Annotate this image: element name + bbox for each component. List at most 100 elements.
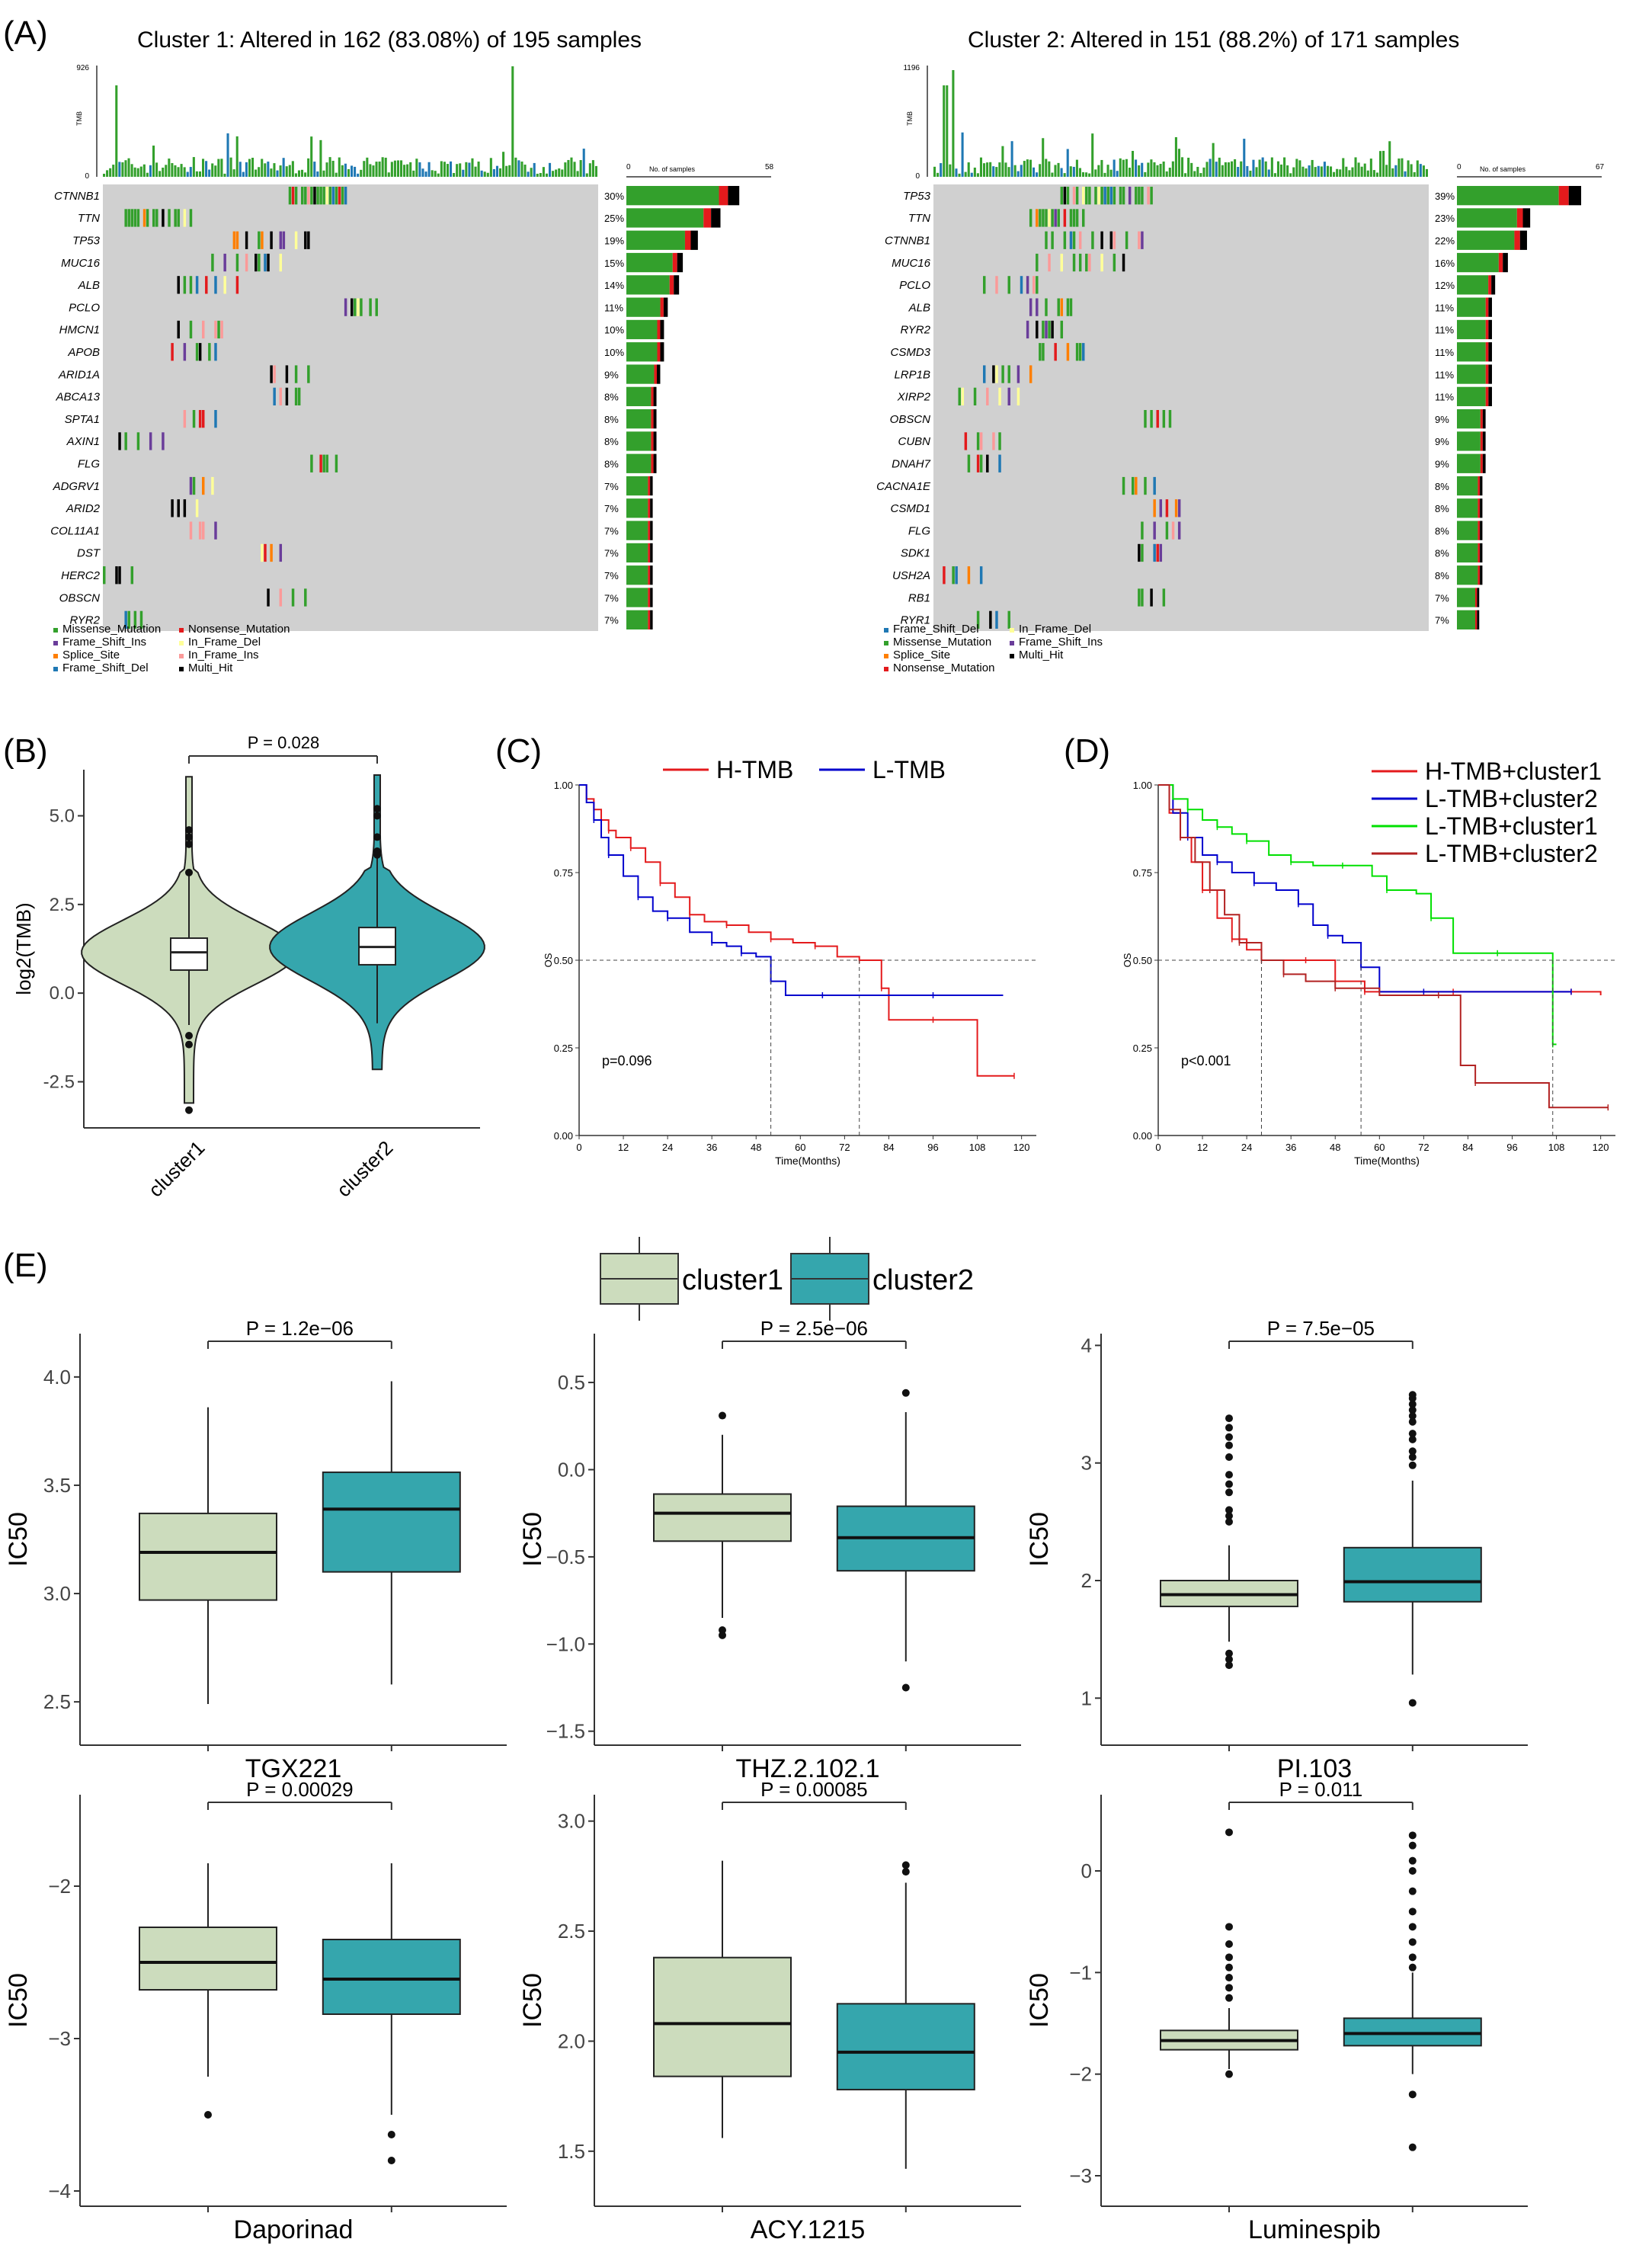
samples-bar-nonsense <box>648 543 651 563</box>
samples-bar-multihit <box>653 431 657 451</box>
tmb-bar <box>471 158 474 177</box>
tmb-bar <box>946 85 949 177</box>
gene-label: ABCA13 <box>55 391 100 404</box>
mutation-cell <box>124 610 127 629</box>
tmb-bar <box>1202 167 1205 177</box>
y-tick-label: 2.5 <box>50 895 75 915</box>
tmb-bar <box>1060 168 1063 177</box>
x-axis-label: TGX221 <box>245 1754 342 1783</box>
tmb-bar <box>1128 168 1131 177</box>
mutation-cell <box>995 610 998 629</box>
tmb-bar <box>1221 165 1224 177</box>
tmb-bar <box>1069 166 1072 177</box>
tmb-bar <box>943 85 946 177</box>
tmb-min-label: 0 <box>915 172 920 181</box>
tmb-bar <box>208 169 211 177</box>
outlier-point <box>1408 1430 1417 1438</box>
gene-pct: 7% <box>604 525 619 537</box>
mutation-cell <box>270 231 273 249</box>
mutation-cell <box>335 187 338 205</box>
mutation-cell <box>202 320 205 339</box>
tmb-bar <box>1305 168 1308 177</box>
tmb-bar <box>325 162 328 177</box>
tmb-bar <box>1404 171 1407 177</box>
tmb-bar <box>1320 166 1323 177</box>
outlier-point <box>1225 1940 1233 1948</box>
tmb-bar <box>1224 162 1227 177</box>
tmb-bar <box>258 167 261 177</box>
tmb-bar <box>158 171 162 177</box>
samples-bar-multihit <box>1480 498 1483 518</box>
tmb-bar <box>1264 161 1267 177</box>
mutation-cell <box>133 209 137 227</box>
tmb-bar <box>1165 171 1168 177</box>
tmb-bar <box>1138 165 1141 177</box>
outlier-point <box>1408 2143 1417 2151</box>
mutation-cell <box>174 209 177 227</box>
samples-bar-nonsense <box>1478 498 1481 518</box>
tmb-bar <box>384 157 387 177</box>
mutation-cell <box>208 343 211 361</box>
tmb-bar <box>964 171 967 177</box>
mutation-cell <box>331 187 335 205</box>
x-axis-label: Time(Months) <box>775 1155 840 1167</box>
mutation-cell <box>1063 187 1067 205</box>
mutation-cell <box>976 610 980 629</box>
tmb-bar <box>555 169 558 177</box>
tmb-bar <box>1162 161 1165 177</box>
gene-label: RYR2 <box>70 614 101 627</box>
legend-label: Missense_Mutation <box>893 636 991 649</box>
y-axis-label: IC50 <box>1025 1973 1054 2028</box>
tmb-bar <box>495 165 498 177</box>
tmb-bar <box>354 166 357 177</box>
tmb-bar <box>492 168 495 177</box>
tmb-bar <box>276 170 279 177</box>
legend-label: Splice_Site <box>62 649 120 661</box>
mutation-cell <box>189 476 193 495</box>
tmb-bar <box>1171 161 1174 177</box>
legend-swatch <box>53 654 58 658</box>
km-curve <box>579 784 1014 1077</box>
mutation-cell <box>1153 499 1156 517</box>
tmb-bar <box>112 165 115 177</box>
mutation-cell <box>1048 320 1051 339</box>
p-value: P = 0.011 <box>1279 1778 1363 1801</box>
gene-label: RYR1 <box>901 614 930 627</box>
tmb-bar <box>1168 168 1171 177</box>
tmb-bar <box>431 170 434 177</box>
tmb-bar <box>1375 172 1378 177</box>
mutation-cell <box>1091 231 1094 249</box>
tmb-bar <box>1351 167 1354 177</box>
tmb-bar <box>220 159 223 177</box>
outlier-point <box>1225 1923 1233 1931</box>
y-tick-label: 1.00 <box>554 780 573 791</box>
outlier-point <box>1408 1841 1417 1850</box>
mutation-cell <box>335 454 338 472</box>
tmb-bar <box>437 173 440 177</box>
mutation-cell <box>979 566 983 585</box>
mutation-cell <box>294 187 298 205</box>
tmb-bar <box>1051 172 1054 177</box>
mutation-cell <box>103 566 106 585</box>
outlier-point <box>204 2111 212 2119</box>
samples-bar-nonsense <box>1516 208 1523 228</box>
x-tick-label: 108 <box>1548 1142 1565 1153</box>
mutation-cell <box>995 276 998 294</box>
tmb-bar <box>940 163 943 177</box>
tmb-bar <box>1311 159 1314 177</box>
mutation-cell <box>1054 209 1057 227</box>
tmb-bar <box>588 163 591 177</box>
tmb-bar <box>933 166 936 177</box>
tmb-bar <box>165 165 168 177</box>
gene-pct: 8% <box>604 436 619 447</box>
y-axis-label: IC50 <box>518 1973 547 2028</box>
legend-swatch <box>179 667 184 671</box>
outlier-point <box>1225 1517 1233 1526</box>
tmb-bar <box>1317 165 1320 177</box>
outlier-point <box>901 1861 910 1869</box>
tmb-bar <box>335 172 338 177</box>
samples-bar-multihit <box>653 386 657 406</box>
tmb-bar <box>363 161 366 177</box>
mutation-cell <box>986 454 989 472</box>
mutation-cell <box>1100 231 1103 249</box>
